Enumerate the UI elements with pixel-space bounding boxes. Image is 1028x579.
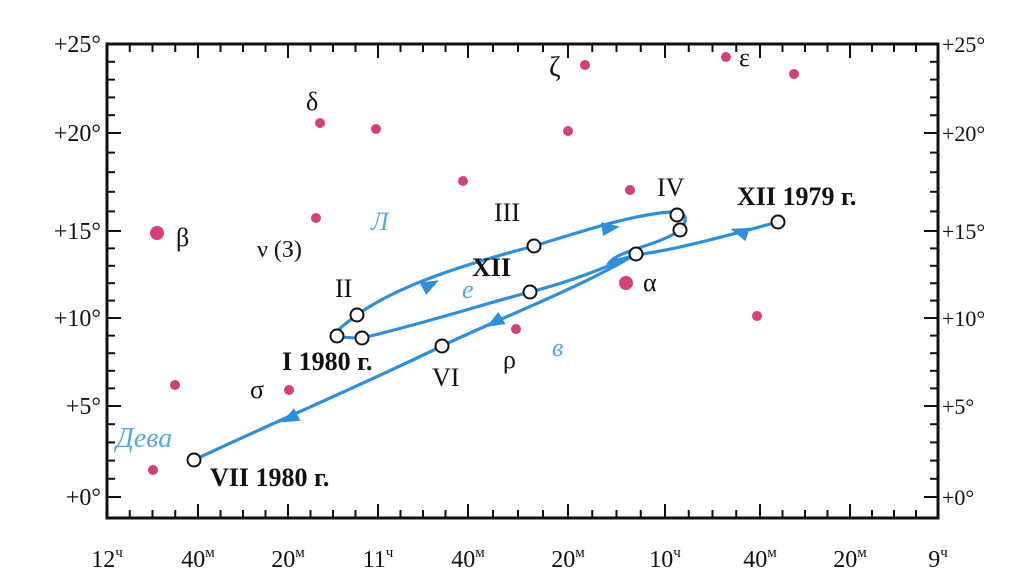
y-axis-label-right: +10° bbox=[942, 306, 985, 331]
path-point bbox=[356, 332, 369, 345]
path-point-label: I 1980 г. bbox=[282, 347, 373, 376]
star-12 bbox=[619, 276, 633, 290]
y-axis-label: +20° bbox=[54, 121, 101, 147]
star bbox=[170, 380, 180, 390]
star-6 bbox=[284, 385, 294, 395]
y-axis-label-right: +0° bbox=[942, 485, 974, 510]
star bbox=[371, 124, 381, 134]
path-point-label: XII 1979 г. bbox=[737, 182, 856, 211]
star-label: δ bbox=[306, 87, 318, 116]
y-axis-label-right: +15° bbox=[942, 219, 985, 244]
star-label: α bbox=[643, 268, 657, 297]
y-axis-label-right: +25° bbox=[942, 32, 985, 57]
path-point-label: II bbox=[335, 274, 352, 303]
path-point bbox=[630, 248, 643, 261]
star-label: ν (З) bbox=[257, 237, 302, 263]
star-label: ε bbox=[739, 43, 750, 72]
star bbox=[563, 126, 573, 136]
constellation-leo_e: е bbox=[462, 275, 474, 304]
path-point bbox=[671, 209, 684, 222]
star bbox=[458, 176, 468, 186]
star bbox=[789, 69, 799, 79]
star-label: ζ bbox=[549, 52, 561, 83]
constellation-leo_l: Л bbox=[370, 207, 390, 236]
path-point bbox=[436, 340, 449, 353]
y-axis-label-right: +20° bbox=[942, 121, 985, 146]
y-axis-label: +10° bbox=[54, 306, 101, 332]
star bbox=[148, 465, 158, 475]
star-label: ρ bbox=[503, 345, 516, 374]
y-axis-label-right: +5° bbox=[942, 394, 974, 419]
y-axis-label: +5° bbox=[66, 394, 101, 420]
star-13 bbox=[721, 52, 731, 62]
star-8 bbox=[511, 324, 521, 334]
path-point-label: IV bbox=[657, 173, 685, 202]
path-point-label: VII 1980 г. bbox=[210, 463, 329, 492]
path-point bbox=[188, 454, 201, 467]
star-5 bbox=[311, 213, 321, 223]
constellation-virgo: Дева bbox=[113, 423, 172, 454]
y-axis-label: +15° bbox=[54, 219, 101, 245]
path-point bbox=[331, 330, 344, 343]
path-point-label: XII bbox=[472, 253, 511, 282]
star bbox=[752, 311, 762, 321]
path-point bbox=[351, 309, 364, 322]
path-point bbox=[528, 240, 541, 253]
star-3 bbox=[315, 118, 325, 128]
path-point bbox=[772, 216, 785, 229]
star-label: σ bbox=[250, 375, 264, 404]
path-point bbox=[674, 224, 687, 237]
star bbox=[625, 185, 635, 195]
constellation-leo_v: в bbox=[552, 333, 563, 362]
path-point-label: VI bbox=[432, 363, 459, 392]
y-axis-label: +25° bbox=[54, 32, 101, 58]
star-0 bbox=[150, 226, 164, 240]
path-point-label: III bbox=[494, 198, 520, 227]
path-point bbox=[524, 286, 537, 299]
star-label: β bbox=[176, 223, 189, 252]
star-9 bbox=[580, 60, 590, 70]
y-axis-label: +0° bbox=[66, 485, 101, 511]
